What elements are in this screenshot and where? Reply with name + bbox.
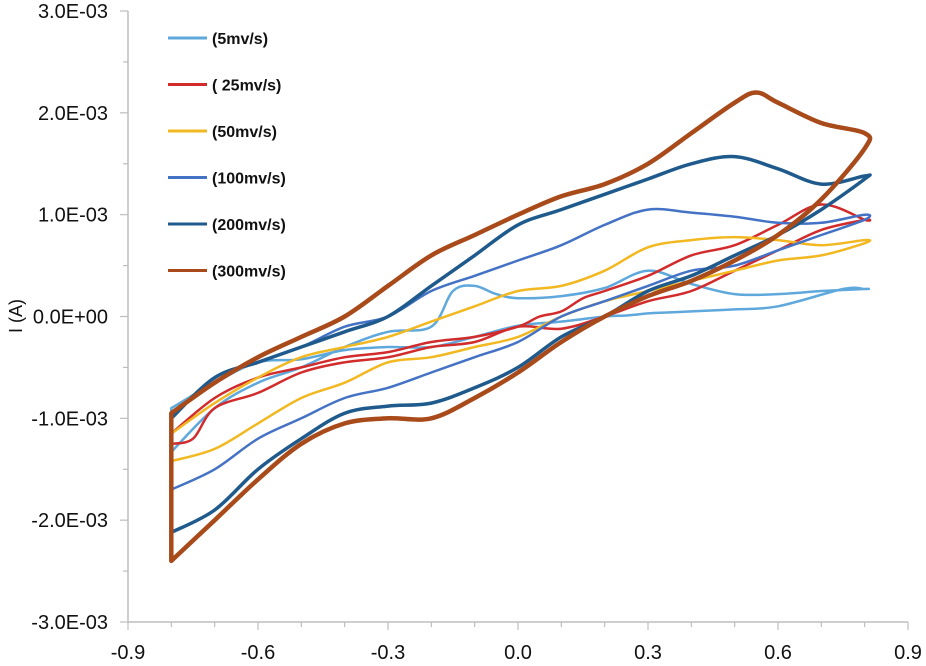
y-tick-label: -2.0E-03 [31, 510, 108, 532]
tick-labels: 3.0E-03 2.0E-03 1.0E-03 0.0E+00 -1.0E-03 -2.0… [31, 1, 922, 664]
series-line-3 [170, 235, 872, 463]
legend: (5mv/s) ( 25mv/s) (50mv/s) (100mv/s) (200mv/… [168, 31, 286, 281]
x-tick-label: 0.6 [764, 642, 792, 664]
series-line-6 [169, 90, 873, 564]
x-tick-label: -0.3 [371, 642, 405, 664]
legend-label-6: (300mv/s) [212, 264, 286, 281]
axes [120, 10, 909, 630]
y-tick-label: -1.0E-03 [31, 408, 108, 430]
legend-label-5: (200mv/s) [212, 217, 286, 234]
x-tick-label: -0.9 [111, 642, 145, 664]
plot-area [169, 90, 873, 564]
legend-label-4: (100mv/s) [212, 171, 286, 188]
series-line-1 [170, 269, 871, 454]
legend-label-1: (5mv/s) [212, 31, 268, 48]
x-tick-label: 0.3 [634, 642, 662, 664]
x-tick-label: 0.0 [504, 642, 532, 664]
y-tick-label: 3.0E-03 [38, 1, 108, 23]
series-line-5 [169, 154, 872, 535]
x-tick-label: 0.9 [894, 642, 922, 664]
legend-label-2: ( 25mv/s) [212, 78, 281, 95]
y-tick-label: 1.0E-03 [38, 205, 108, 227]
y-tick-label: 2.0E-03 [38, 103, 108, 125]
legend-label-3: (50mv/s) [212, 124, 277, 141]
y-axis-title: I (A) [6, 299, 26, 333]
y-tick-label: -3.0E-03 [31, 612, 108, 634]
y-tick-label: 0.0E+00 [33, 307, 108, 329]
x-tick-label: -0.6 [241, 642, 275, 664]
